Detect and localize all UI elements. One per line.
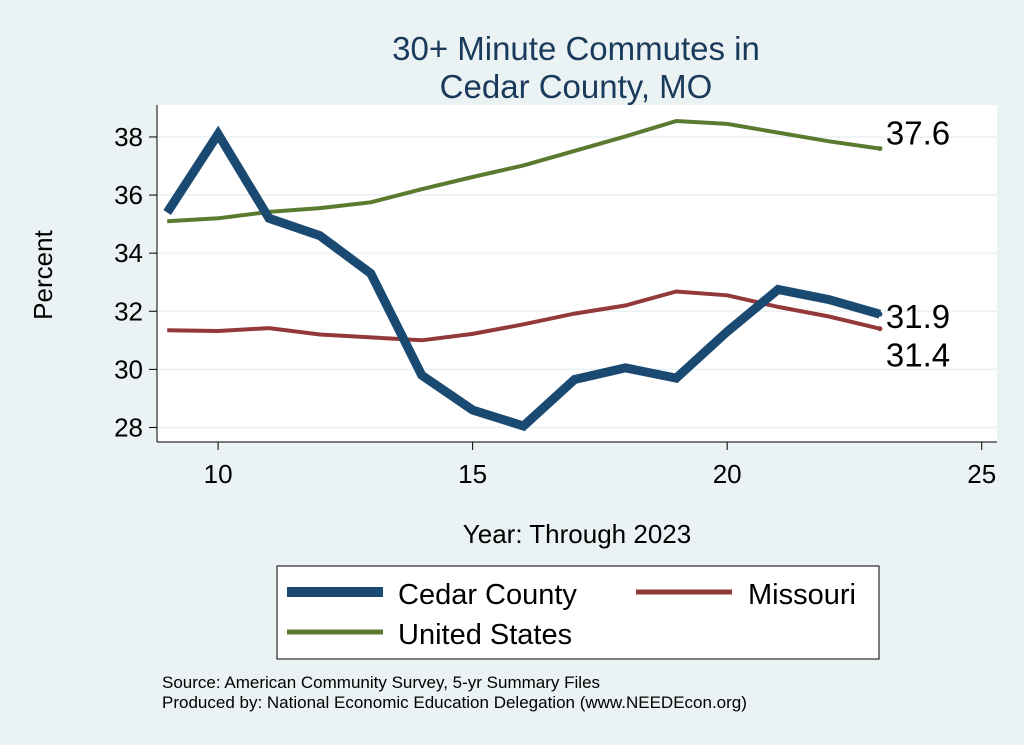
y-tick-label-36: 36 bbox=[114, 180, 143, 210]
end-point-united-states bbox=[877, 146, 883, 152]
end-labels: 31.931.4 37.6 bbox=[886, 115, 950, 374]
y-tick-label-32: 32 bbox=[114, 296, 143, 326]
end-label-united-states: 37.6 bbox=[886, 115, 950, 152]
x-tick-label-20: 20 bbox=[713, 459, 742, 489]
chart-title-line-2: Cedar County, MO bbox=[440, 68, 713, 105]
series-lines bbox=[163, 118, 883, 432]
legend-label-cedar-county: Cedar County bbox=[398, 579, 577, 611]
legend-box bbox=[276, 565, 880, 660]
source-note: Source: American Community Survey, 5-yr … bbox=[162, 673, 600, 692]
legend-label-missouri: Missouri bbox=[748, 579, 856, 611]
series-line-united-states bbox=[167, 118, 881, 224]
y-tick-label-28: 28 bbox=[114, 412, 143, 442]
end-label-cedar-county: 31.9 bbox=[886, 298, 950, 335]
legend-label-united-states: United States bbox=[398, 619, 572, 651]
y-tick-label-30: 30 bbox=[114, 354, 143, 384]
end-label-missouri: 31.4 bbox=[886, 337, 950, 374]
end-point-cedar-county bbox=[877, 311, 883, 317]
x-tick-label-10: 10 bbox=[204, 459, 233, 489]
chart-title-line-1: 30+ Minute Commutes in bbox=[392, 30, 760, 67]
series-line-cedar-county bbox=[163, 125, 882, 432]
x-tick-label-15: 15 bbox=[458, 459, 487, 489]
x-axis-label: Year: Through 2023 bbox=[463, 519, 691, 549]
producer-note: Produced by: National Economic Education… bbox=[162, 693, 747, 712]
plot-area bbox=[157, 105, 997, 442]
y-axis-label: Percent bbox=[28, 229, 58, 319]
x-tick-label-25: 25 bbox=[967, 459, 996, 489]
axes: 28 30 32 34 36 38 10 15 20 25 bbox=[114, 105, 997, 489]
y-tick-label-38: 38 bbox=[114, 122, 143, 152]
y-tick-label-34: 34 bbox=[114, 238, 143, 268]
end-point-missouri bbox=[877, 326, 883, 332]
